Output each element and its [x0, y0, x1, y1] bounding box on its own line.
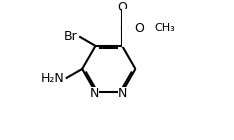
Text: O: O: [117, 1, 127, 14]
Text: Br: Br: [64, 30, 78, 43]
Text: N: N: [90, 87, 99, 100]
Text: CH₃: CH₃: [155, 23, 176, 33]
Text: O: O: [134, 22, 144, 35]
Text: H₂N: H₂N: [40, 72, 64, 85]
Text: N: N: [118, 87, 127, 100]
